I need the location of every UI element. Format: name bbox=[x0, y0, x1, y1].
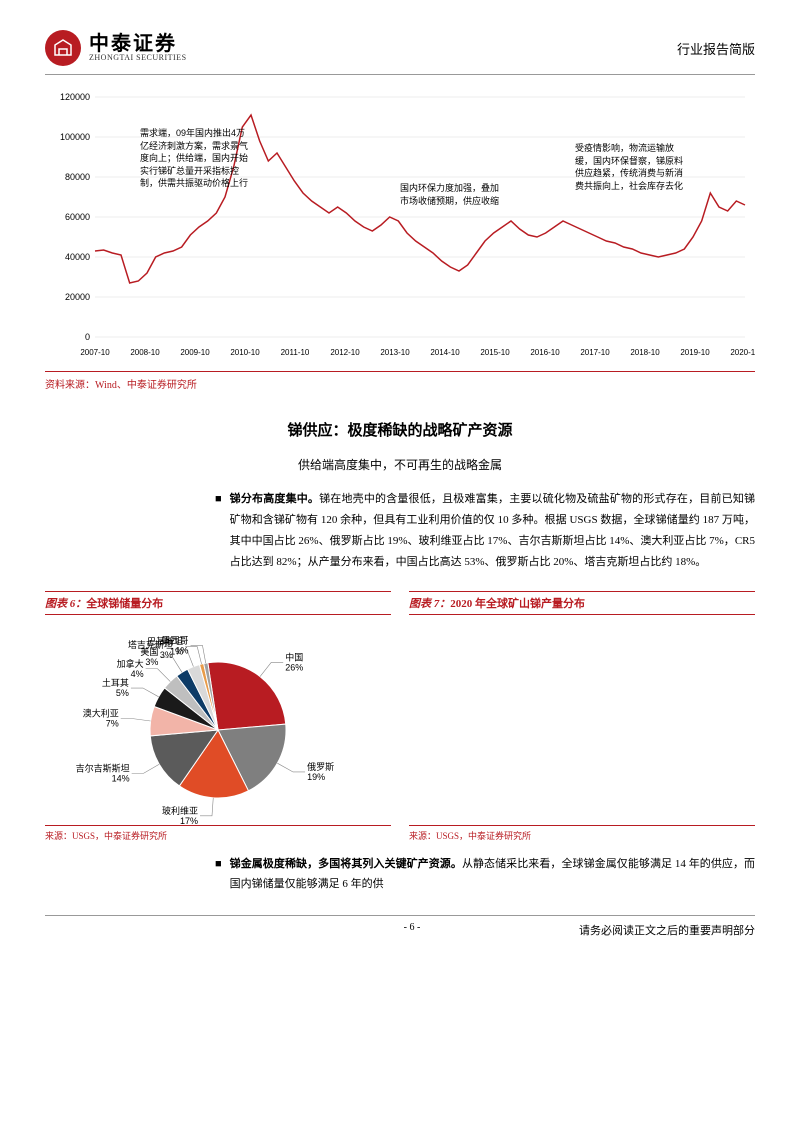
header-right: 行业报告简版 bbox=[677, 39, 755, 58]
svg-text:17%: 17% bbox=[180, 815, 198, 824]
page-number: - 6 - bbox=[245, 922, 579, 938]
svg-text:2017-10: 2017-10 bbox=[580, 348, 610, 357]
svg-text:5%: 5% bbox=[116, 688, 129, 698]
svg-text:0: 0 bbox=[85, 332, 90, 342]
section-subtitle: 供给端高度集中，不可再生的战略金属 bbox=[45, 456, 755, 473]
bullet-icon: ■ bbox=[215, 854, 222, 896]
svg-text:40000: 40000 bbox=[65, 252, 90, 262]
svg-text:2015-10: 2015-10 bbox=[480, 348, 510, 357]
line-chart-source: 资料来源：Wind、中泰证券研究所 bbox=[45, 371, 755, 391]
svg-text:2012-10: 2012-10 bbox=[330, 348, 360, 357]
logo-cn: 中泰证券 bbox=[89, 34, 187, 54]
svg-text:2007-10: 2007-10 bbox=[80, 348, 110, 357]
pie2-title: 2020 年全球矿山锑产量分布 bbox=[450, 598, 585, 610]
pie1-prefix: 图表 6： bbox=[45, 598, 86, 610]
svg-text:俄罗斯: 俄罗斯 bbox=[307, 761, 334, 772]
svg-text:80000: 80000 bbox=[65, 172, 90, 182]
svg-text:2019-10: 2019-10 bbox=[680, 348, 710, 357]
svg-text:2020-10: 2020-10 bbox=[730, 348, 755, 357]
svg-text:1%: 1% bbox=[175, 645, 188, 655]
svg-text:吉尔吉斯斯坦: 吉尔吉斯斯坦 bbox=[76, 762, 130, 773]
svg-text:120000: 120000 bbox=[60, 92, 90, 102]
page-header: 中泰证券 ZHONGTAI SECURITIES 行业报告简版 bbox=[45, 30, 755, 75]
footer-note: 请务必阅读正文之后的重要声明部分 bbox=[579, 922, 755, 938]
svg-text:墨西哥: 墨西哥 bbox=[161, 635, 188, 645]
svg-text:中国: 中国 bbox=[285, 651, 303, 662]
svg-text:20000: 20000 bbox=[65, 292, 90, 302]
svg-text:2011-10: 2011-10 bbox=[281, 348, 310, 357]
svg-text:2014-10: 2014-10 bbox=[430, 348, 460, 357]
section-title: 锑供应：极度稀缺的战略矿产资源 bbox=[45, 419, 755, 440]
svg-text:26%: 26% bbox=[285, 662, 303, 672]
svg-text:7%: 7% bbox=[106, 718, 119, 728]
pie2-prefix: 图表 7： bbox=[409, 598, 450, 610]
svg-text:土耳其: 土耳其 bbox=[102, 677, 129, 688]
logo-icon bbox=[45, 30, 81, 66]
logo: 中泰证券 ZHONGTAI SECURITIES bbox=[45, 30, 187, 66]
svg-text:2010-10: 2010-10 bbox=[230, 348, 260, 357]
svg-text:2016-10: 2016-10 bbox=[530, 348, 560, 357]
svg-text:3%: 3% bbox=[145, 657, 158, 667]
svg-text:加拿大: 加拿大 bbox=[117, 657, 144, 668]
body-para-1: ■ 锑分布高度集中。锑在地壳中的含量很低，且极难富集，主要以硫化物及硫盐矿物的形… bbox=[215, 489, 755, 573]
pie1-source: 来源：USGS，中泰证券研究所 bbox=[45, 825, 391, 842]
bullet2-bold: 锑金属极度稀缺，多国将其列入关键矿产资源。 bbox=[230, 858, 462, 870]
body-para-2: ■ 锑金属极度稀缺，多国将其列入关键矿产资源。从静态储采比来看，全球锑金属仅能够… bbox=[215, 854, 755, 896]
bullet-icon: ■ bbox=[215, 489, 222, 573]
svg-text:2013-10: 2013-10 bbox=[380, 348, 410, 357]
svg-text:澳大利亚: 澳大利亚 bbox=[83, 707, 119, 718]
svg-text:19%: 19% bbox=[307, 772, 325, 782]
pie2-source: 来源：USGS，中泰证券研究所 bbox=[409, 825, 755, 842]
svg-text:2018-10: 2018-10 bbox=[630, 348, 660, 357]
svg-text:60000: 60000 bbox=[65, 212, 90, 222]
svg-text:100000: 100000 bbox=[60, 132, 90, 142]
svg-text:14%: 14% bbox=[112, 773, 130, 783]
svg-text:2008-10: 2008-10 bbox=[130, 348, 160, 357]
page-footer: - 6 - 请务必阅读正文之后的重要声明部分 bbox=[45, 915, 755, 938]
pie-chart-2: 图表 7：2020 年全球矿山锑产量分布 来源：USGS，中泰证券研究所 bbox=[409, 591, 755, 842]
svg-text:4%: 4% bbox=[131, 668, 144, 678]
svg-text:2009-10: 2009-10 bbox=[180, 348, 210, 357]
line-chart: 0 20000 40000 60000 80000 100000 120000 2007-10… bbox=[45, 87, 755, 367]
pie1-title: 全球锑储量分布 bbox=[86, 598, 163, 610]
bullet1-bold: 锑分布高度集中。 bbox=[230, 493, 319, 505]
pie-chart-1: 图表 6：全球锑储量分布 中国26% 俄罗斯19% 玻利维亚17% 吉尔吉斯斯坦14%… bbox=[45, 591, 391, 842]
logo-en: ZHONGTAI SECURITIES bbox=[89, 54, 187, 62]
svg-text:玻利维亚: 玻利维亚 bbox=[162, 804, 198, 815]
